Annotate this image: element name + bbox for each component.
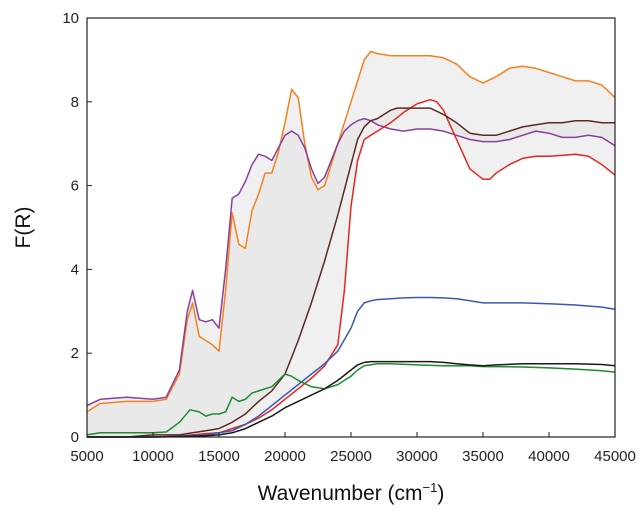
x-axis-ticks: 5000 10000 15000 20000 25000 30000 35000 40000 4… xyxy=(70,432,636,465)
series-line-3 xyxy=(87,98,616,438)
series-lines xyxy=(86,50,616,438)
series-line-4 xyxy=(87,107,615,438)
y-tick-label: 6 xyxy=(71,178,79,195)
x-axis-title: Wavenumber (cm−1) xyxy=(258,480,445,505)
y-axis-title: F(R) xyxy=(12,207,35,249)
x-axis-title-superscript: −1 xyxy=(423,480,438,495)
x-axis-title-end: ) xyxy=(437,482,444,505)
y-tick-label: 4 xyxy=(71,261,79,278)
x-tick-label: 20000 xyxy=(264,448,306,465)
series-line-2 xyxy=(86,117,616,407)
x-tick-label: 45000 xyxy=(594,448,636,465)
y-tick-label: 10 xyxy=(62,10,79,27)
y-tick-label: 2 xyxy=(71,345,79,362)
series-line-6 xyxy=(86,362,616,436)
y-axis-ticks: 0 2 4 6 8 10 xyxy=(62,10,92,446)
shaded-region-2 xyxy=(87,108,615,437)
x-tick-label: 40000 xyxy=(528,448,570,465)
x-tick-label: 10000 xyxy=(132,448,174,465)
series-line-7 xyxy=(87,360,616,438)
x-tick-label: 5000 xyxy=(70,448,103,465)
x-tick-label: 25000 xyxy=(330,448,372,465)
shaded-regions xyxy=(87,51,615,437)
y-tick-label: 0 xyxy=(71,429,79,446)
series-line-1 xyxy=(86,50,616,413)
series-line-5 xyxy=(87,296,616,438)
shaded-region-1 xyxy=(87,51,615,437)
x-axis-title-main: Wavenumber (cm xyxy=(258,482,423,505)
x-tick-label: 30000 xyxy=(396,448,438,465)
x-tick-label: 35000 xyxy=(462,448,504,465)
x-tick-label: 15000 xyxy=(198,448,240,465)
y-tick-label: 8 xyxy=(71,94,79,111)
